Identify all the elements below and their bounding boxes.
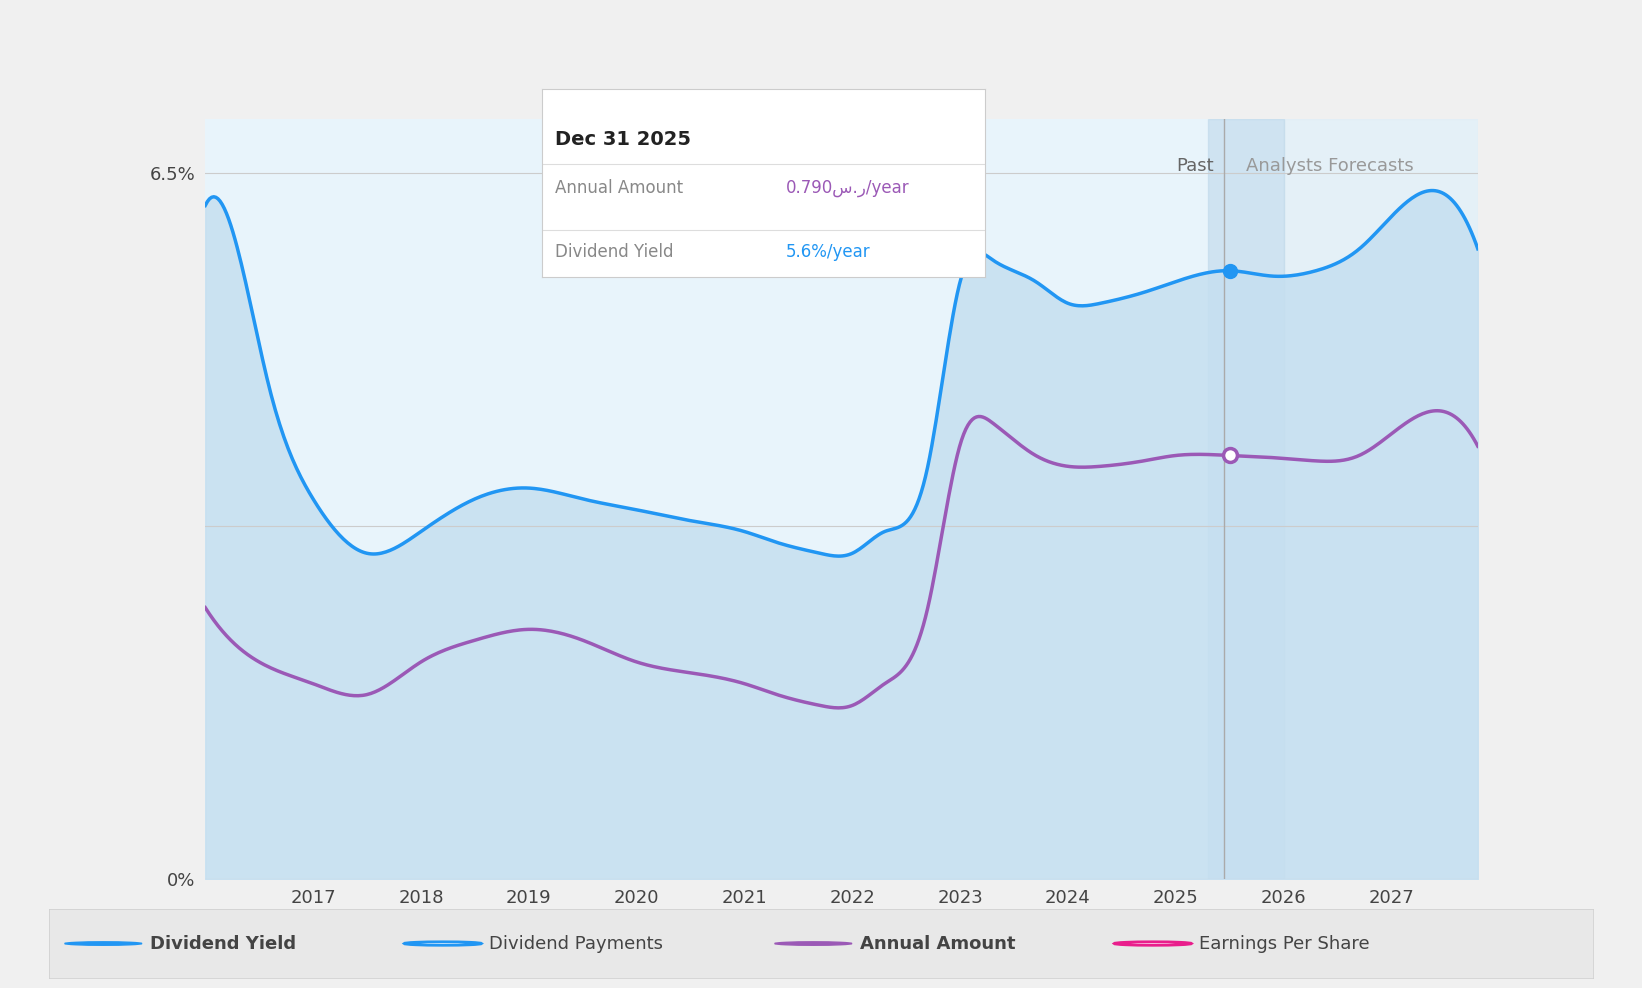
Text: Dividend Yield: Dividend Yield (555, 243, 673, 261)
Text: Analysts Forecasts: Analysts Forecasts (1246, 157, 1414, 175)
Circle shape (404, 942, 481, 946)
Text: Dividend Yield: Dividend Yield (149, 935, 296, 952)
Text: 5.6%/year: 5.6%/year (787, 243, 870, 261)
Text: Annual Amount: Annual Amount (555, 179, 683, 197)
Bar (1209, 119, 1284, 879)
Text: Dividend Payments: Dividend Payments (489, 935, 663, 952)
Text: Dec 31 2025: Dec 31 2025 (555, 130, 691, 149)
Circle shape (1115, 942, 1192, 946)
Circle shape (775, 942, 852, 946)
Text: Earnings Per Share: Earnings Per Share (1199, 935, 1369, 952)
Text: 0.790س.ر/year: 0.790س.ر/year (787, 179, 910, 197)
Text: Past: Past (1176, 157, 1213, 175)
Text: Annual Amount: Annual Amount (860, 935, 1015, 952)
Bar (1284, 119, 1478, 879)
Circle shape (64, 942, 141, 946)
